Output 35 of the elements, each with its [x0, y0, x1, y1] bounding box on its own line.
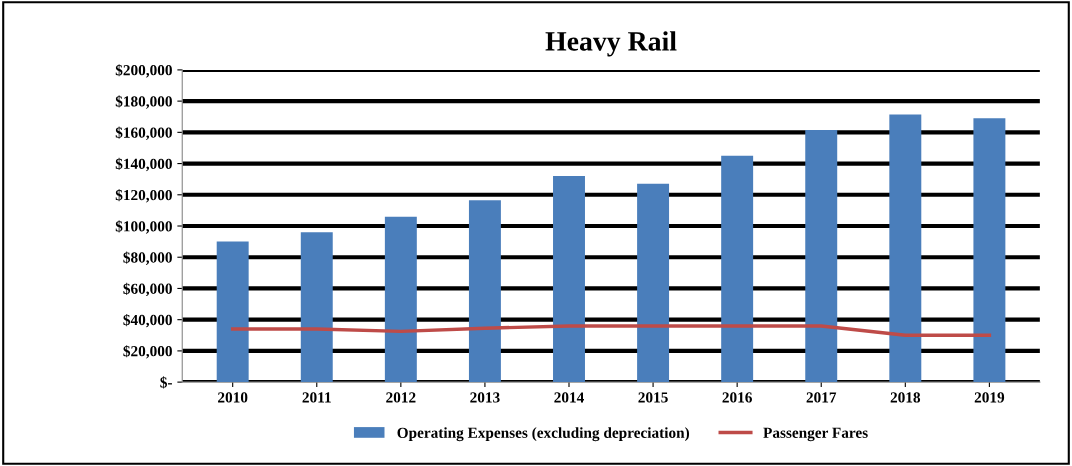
- x-tick-label: 2013: [470, 392, 500, 403]
- bar: [384, 216, 417, 383]
- bar: [973, 118, 1006, 383]
- x-tick-label: 2018: [890, 392, 921, 403]
- bar: [637, 183, 670, 383]
- x-tick-label: 2016: [722, 392, 752, 403]
- bar: [216, 241, 249, 383]
- x-tick-label: 2010: [218, 392, 248, 403]
- y-tick-label: $20,000: [123, 345, 172, 359]
- line-series: [230, 324, 992, 338]
- bar: [889, 114, 922, 383]
- y-tick-label: $60,000: [123, 282, 172, 297]
- bar: [805, 130, 838, 383]
- y-tick-label: $200,000: [115, 64, 172, 78]
- y-tick-label: $80,000: [123, 251, 172, 265]
- bar: [468, 200, 501, 383]
- y-tick-label: $140,000: [115, 157, 172, 172]
- legend-label: Passenger Fares: [763, 427, 868, 442]
- y-tick-label: $40,000: [123, 313, 172, 328]
- y-tick-label: $120,000: [115, 189, 172, 203]
- x-tick-label: 2019: [974, 392, 1005, 403]
- x-tick-label: 2017: [806, 392, 837, 403]
- x-tick-label: 2011: [302, 392, 331, 403]
- legend-label: Operating Expenses (excluding depreciation): [397, 427, 690, 442]
- x-tick-label: 2014: [554, 392, 584, 403]
- y-tick-label: $100,000: [115, 220, 172, 234]
- x-tick-label: 2012: [386, 392, 416, 403]
- y-tick-label: $180,000: [115, 95, 172, 109]
- y-tick-label: $160,000: [115, 126, 172, 141]
- bar: [553, 176, 585, 383]
- chart-title: Heavy Rail: [545, 31, 677, 57]
- x-tick-label: 2015: [638, 392, 668, 403]
- bar: [300, 232, 333, 383]
- y-tick-label: $-: [160, 376, 172, 389]
- bar: [721, 155, 754, 383]
